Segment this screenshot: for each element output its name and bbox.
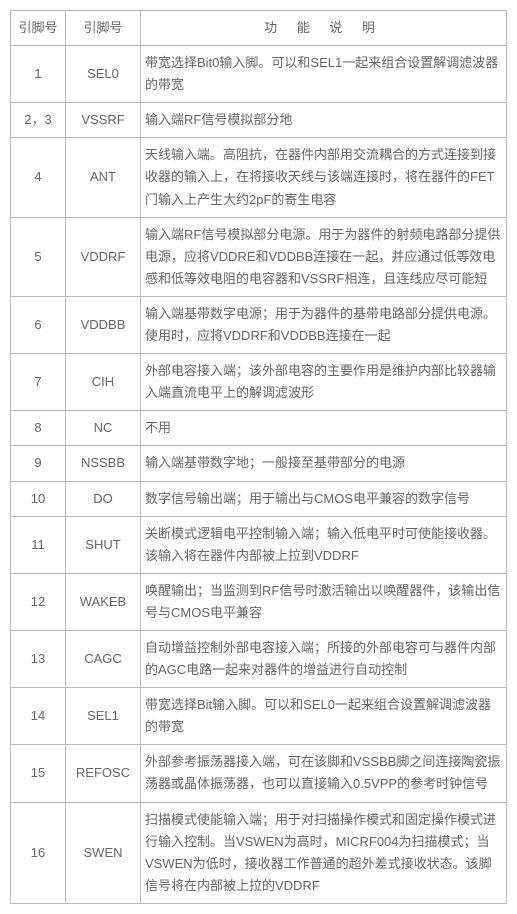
cell-desc: 扫描模式使能输入端；用于对扫描操作模式和固定操作模式进行输入控制。当VSWEN为… [141,802,507,903]
cell-name: VSSRF [66,103,141,138]
cell-name: SHUT [66,516,141,573]
cell-desc: 输入端RF信号模拟部分地 [141,103,507,138]
cell-pin: 10 [11,481,66,516]
cell-pin: 9 [11,446,66,481]
cell-pin: 1 [11,46,66,103]
cell-pin: 6 [11,296,66,353]
cell-name: CIH [66,354,141,411]
cell-name: NC [66,411,141,446]
table-row: 5VDDRF输入端RF信号模拟部分电源。用于为器件的射频电路部分提供电源，应将V… [11,217,507,296]
table-row: 16SWEN扫描模式使能输入端；用于对扫描操作模式和固定操作模式进行输入控制。当… [11,802,507,903]
cell-pin: 13 [11,630,66,687]
cell-desc: 带宽选择Bit输入脚。可以和SEL0一起来组合设置解调滤波器的带宽 [141,688,507,745]
cell-desc: 输入端基带数字电源；用于为器件的基带电路部分提供电源。使用时，应将VDDRF和V… [141,296,507,353]
cell-pin: 12 [11,573,66,630]
cell-name: SEL0 [66,46,141,103]
cell-name: SWEN [66,802,141,903]
cell-desc: 不用 [141,411,507,446]
header-pin: 引脚号 [11,11,66,46]
cell-name: DO [66,481,141,516]
header-row: 引脚号 引脚号 功 能 说 明 [11,11,507,46]
table-row: 14SEL1带宽选择Bit输入脚。可以和SEL0一起来组合设置解调滤波器的带宽 [11,688,507,745]
table-row: 1SEL0带宽选择Bit0输入脚。可以和SEL1一起来组合设置解调滤波器的带宽 [11,46,507,103]
cell-pin: 5 [11,217,66,296]
cell-name: SEL1 [66,688,141,745]
cell-desc: 外部参考振荡器接入端，可在该脚和VSSBB脚之间连接陶瓷振荡器或晶体振荡器，也可… [141,745,507,802]
cell-pin: 8 [11,411,66,446]
table-row: 13CAGC自动增益控制外部电容接入端；所接的外部电容可与器件内部的AGC电路一… [11,630,507,687]
cell-desc: 关断模式逻辑电平控制输入端；输入低电平时可使能接收器。该输入将在器件内部被上拉到… [141,516,507,573]
cell-name: VDDRF [66,217,141,296]
table-row: 8NC不用 [11,411,507,446]
header-desc: 功 能 说 明 [141,11,507,46]
table-row: 4ANT天线输入端。高阻抗，在器件内部用交流耦合的方式连接到接收器的输入上，在将… [11,138,507,217]
cell-pin: 15 [11,745,66,802]
cell-pin: 7 [11,354,66,411]
cell-name: VDDBB [66,296,141,353]
pin-description-table: 引脚号 引脚号 功 能 说 明 1SEL0带宽选择Bit0输入脚。可以和SEL1… [10,10,507,904]
cell-pin: 4 [11,138,66,217]
table-row: 2，3VSSRF输入端RF信号模拟部分地 [11,103,507,138]
cell-desc: 输入端基带数字地；一般接至基带部分的电源 [141,446,507,481]
table-row: 10DO数字信号输出端；用于输出与CMOS电平兼容的数字信号 [11,481,507,516]
cell-pin: 16 [11,802,66,903]
cell-desc: 数字信号输出端；用于输出与CMOS电平兼容的数字信号 [141,481,507,516]
cell-pin: 11 [11,516,66,573]
table-row: 12WAKEB唤醒输出；当监测到RF信号时激活输出以唤醒器件，该输出信号与CMO… [11,573,507,630]
cell-desc: 输入端RF信号模拟部分电源。用于为器件的射频电路部分提供电源，应将VDDRE和V… [141,217,507,296]
cell-desc: 自动增益控制外部电容接入端；所接的外部电容可与器件内部的AGC电路一起来对器件的… [141,630,507,687]
table-row: 15REFOSC外部参考振荡器接入端，可在该脚和VSSBB脚之间连接陶瓷振荡器或… [11,745,507,802]
table-row: 6VDDBB输入端基带数字电源；用于为器件的基带电路部分提供电源。使用时，应将V… [11,296,507,353]
cell-pin: 2，3 [11,103,66,138]
table-row: 9NSSBB输入端基带数字地；一般接至基带部分的电源 [11,446,507,481]
cell-name: CAGC [66,630,141,687]
header-name: 引脚号 [66,11,141,46]
cell-desc: 天线输入端。高阻抗，在器件内部用交流耦合的方式连接到接收器的输入上，在将接收天线… [141,138,507,217]
cell-desc: 带宽选择Bit0输入脚。可以和SEL1一起来组合设置解调滤波器的带宽 [141,46,507,103]
table-row: 11SHUT关断模式逻辑电平控制输入端；输入低电平时可使能接收器。该输入将在器件… [11,516,507,573]
cell-name: ANT [66,138,141,217]
cell-pin: 14 [11,688,66,745]
cell-name: REFOSC [66,745,141,802]
cell-name: NSSBB [66,446,141,481]
cell-name: WAKEB [66,573,141,630]
cell-desc: 外部电容接入端；该外部电容的主要作用是维护内部比较器输入端直流电平上的解调滤波形 [141,354,507,411]
table-row: 7CIH外部电容接入端；该外部电容的主要作用是维护内部比较器输入端直流电平上的解… [11,354,507,411]
cell-desc: 唤醒输出；当监测到RF信号时激活输出以唤醒器件，该输出信号与CMOS电平兼容 [141,573,507,630]
